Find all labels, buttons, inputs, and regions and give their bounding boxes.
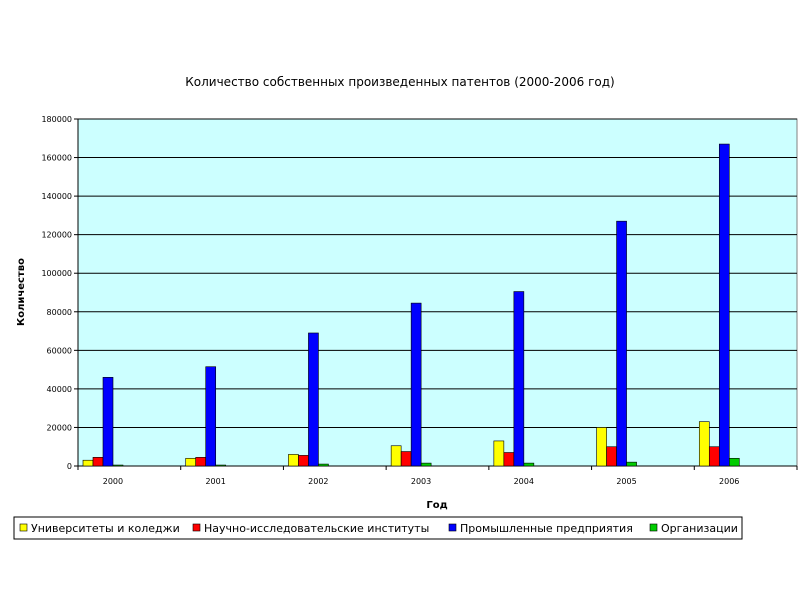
bar-3-2000 xyxy=(102,377,114,467)
legend-swatch-4 xyxy=(649,523,658,532)
y-tick-label: 0 xyxy=(67,462,72,471)
x-axis-label: Год xyxy=(426,500,447,511)
y-tick-label: 100000 xyxy=(41,269,72,278)
bar-3-2002 xyxy=(308,332,319,467)
bar-4-2003 xyxy=(420,462,432,467)
y-tick-label: 180000 xyxy=(41,115,72,124)
y-tick-label: 160000 xyxy=(41,154,72,163)
bar-4-2001 xyxy=(215,464,227,467)
legend-label-2: Научно-исследовательские институты xyxy=(204,522,429,535)
bar-2-2002 xyxy=(298,455,309,467)
x-tick-label: 2000 xyxy=(103,477,123,486)
legend-box xyxy=(13,516,743,540)
legend-label-4: Организации xyxy=(661,522,738,535)
bar-4-2000 xyxy=(112,464,124,467)
y-tick-label: 20000 xyxy=(47,423,72,432)
bar-4-2004 xyxy=(523,462,535,467)
y-tick-label: 80000 xyxy=(47,308,72,317)
bar-1-2003 xyxy=(390,445,402,467)
legend-swatch-2 xyxy=(192,523,201,532)
bar-4-2005 xyxy=(626,461,637,467)
bar-3-2005 xyxy=(616,220,627,467)
legend: Университеты и коледжи Научно-исследовате… xyxy=(13,516,743,540)
bar-2-2000 xyxy=(92,457,104,467)
chart-title: Количество собственных произведенных пат… xyxy=(185,75,614,89)
plot-area: 0 20000 40000 60000 80000 100000 120000 140000 1… xyxy=(41,115,798,486)
legend-label-1: Университеты и коледжи xyxy=(31,522,180,535)
bar-2-2001 xyxy=(195,457,207,467)
y-tick-label: 60000 xyxy=(47,346,72,355)
bar-1-2002 xyxy=(288,454,299,467)
bar-3-2001 xyxy=(205,366,217,467)
y-axis-label: Количество xyxy=(16,258,27,326)
bar-1-2001 xyxy=(185,457,197,467)
x-tick-label: 2004 xyxy=(514,477,534,486)
x-tick-label: 2001 xyxy=(205,477,225,486)
bar-3-2006 xyxy=(718,143,730,467)
bar-4-2002 xyxy=(318,463,329,467)
x-tick-label: 2005 xyxy=(616,477,636,486)
bar-3-2004 xyxy=(513,291,525,467)
bar-1-2006 xyxy=(698,421,710,467)
bar-1-2004 xyxy=(493,440,505,467)
bar-1-2000 xyxy=(82,459,94,467)
legend-swatch-3 xyxy=(448,523,457,532)
legend-swatch-1 xyxy=(19,523,28,532)
y-tick-label: 40000 xyxy=(47,385,72,394)
bar-3-2003 xyxy=(410,302,422,467)
plot-background xyxy=(77,118,798,467)
y-tick-label: 140000 xyxy=(41,192,72,201)
bar-2-2006 xyxy=(708,446,720,467)
x-tick-label: 2002 xyxy=(308,477,328,486)
bar-4-2006 xyxy=(728,457,740,467)
bar-2-2003 xyxy=(400,451,412,467)
x-tick-label: 2006 xyxy=(719,477,739,486)
legend-label-3: Промышленные предприятия xyxy=(460,522,633,535)
x-tick-label: 2003 xyxy=(411,477,431,486)
bar-2-2005 xyxy=(606,446,617,467)
bar-2-2004 xyxy=(503,452,515,467)
y-tick-label: 120000 xyxy=(41,231,72,240)
bar-1-2005 xyxy=(596,427,607,467)
